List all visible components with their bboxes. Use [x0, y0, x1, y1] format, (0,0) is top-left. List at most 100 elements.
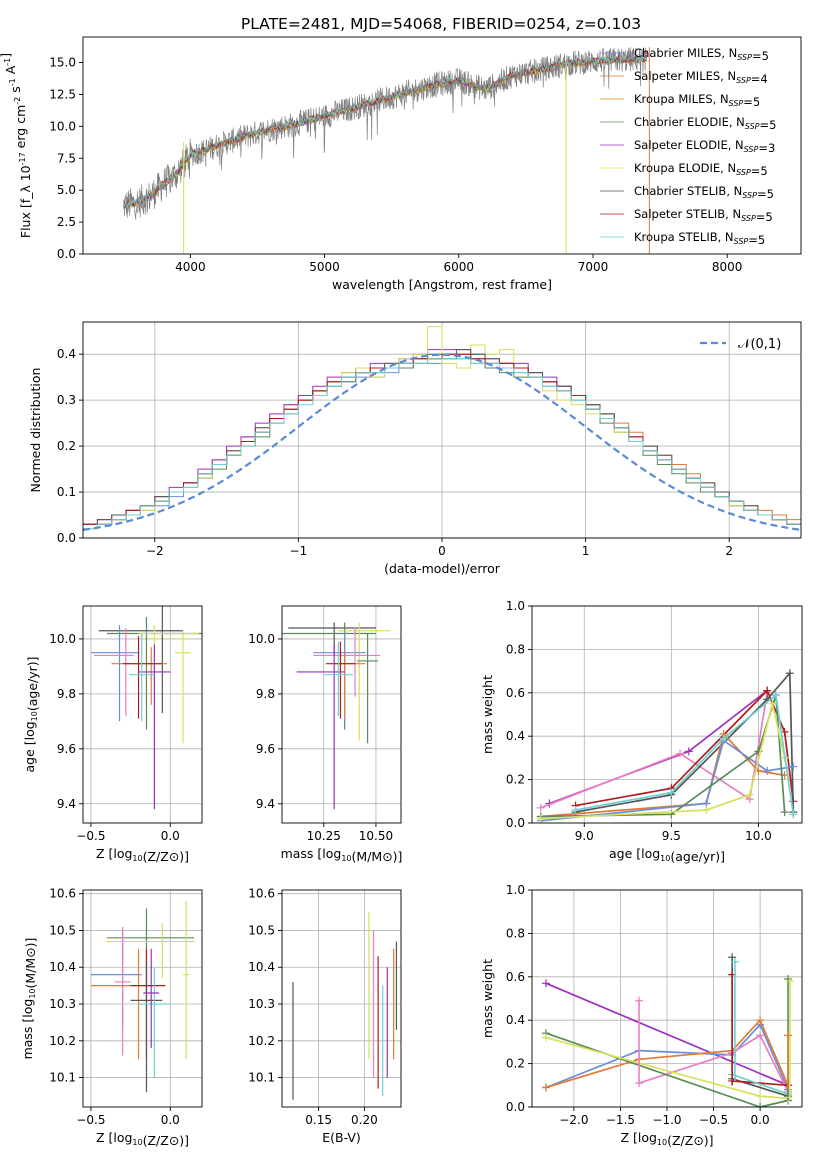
panel-weight_vs_age: 9.0 9.5 10.0 0.0 0.2 0.4 0.6 0.8 1.0 age [log10(a… [480, 599, 803, 864]
label-part: =5 [751, 164, 768, 178]
x-tick-label: 7000 [578, 260, 609, 274]
y-axis-label: Normed distribution [28, 368, 43, 493]
x-tick-label: 2 [725, 544, 733, 558]
y-axis-label: mass weight [480, 959, 495, 1038]
y-tick-label: 9.8 [57, 687, 76, 701]
weight-marker [728, 953, 737, 962]
label-part: =5 [760, 118, 777, 132]
label-part: s [8, 86, 23, 97]
plot-area [536, 669, 798, 823]
label-sub: 10 [657, 1138, 667, 1147]
y-tick-label: 9.6 [256, 742, 275, 756]
y-tick-label: 10.3 [248, 997, 275, 1011]
legend-label: Salpeter STELIB, NSSP=5 [634, 207, 773, 224]
y-axis-label: Flux [f_λ 10-17 erg cm-2 s-1 A-1] [0, 53, 33, 238]
label-part: (age/yr)] [670, 849, 725, 864]
label-part: Chabrier MILES, N [634, 46, 737, 60]
label-part: Flux [f_λ 10 [18, 165, 33, 238]
weight-marker [756, 1103, 765, 1107]
weight-line [638, 1034, 789, 1093]
x-tick-label: 10.50 [359, 829, 393, 843]
x-tick-label: 0.15 [305, 1113, 332, 1127]
x-tick-label: −1.5 [606, 1113, 635, 1127]
x-tick-label: 4000 [175, 260, 206, 274]
label-part: age [ [22, 740, 37, 772]
x-tick-label: 5000 [309, 260, 340, 274]
legend-label: Kroupa ELODIE, NSSP=5 [634, 161, 768, 178]
label-sub: 10 [132, 1138, 142, 1147]
plot-area [90, 606, 202, 810]
weight-marker [768, 699, 777, 708]
label-sub: SSP [745, 122, 760, 131]
label-sub: SSP [742, 191, 757, 200]
weight-marker [745, 790, 754, 799]
label-part: log [641, 846, 660, 861]
y-tick-label: 10.4 [248, 960, 275, 974]
label-part: log [22, 721, 37, 740]
y-tick-label: 10.6 [248, 887, 275, 901]
label-part: mass weight [480, 675, 495, 754]
x-axis-label: age [log10(age/yr)] [609, 846, 725, 864]
plot-area [541, 953, 794, 1107]
label-part: (M/M⊙)] [23, 938, 38, 989]
weight-marker [635, 996, 644, 1005]
y-tick-label: 10.2 [248, 1034, 275, 1048]
x-tick-label: 10.0 [745, 829, 772, 843]
panel-age_vs_Z: −0.5 0.09.49.69.810.0Z [log10(Z/Z⊙)]age [… [22, 605, 203, 864]
axes-frame [82, 36, 802, 255]
panels: 4000 5000 6000 7000 80000.02.55.07.510.012.5… [0, 36, 803, 1148]
label-part: (Z/Z⊙)] [143, 1133, 189, 1148]
label-part: mass weight [480, 959, 495, 1038]
y-tick-label: 10.5 [49, 923, 76, 937]
x-tick-label: −2.0 [559, 1113, 588, 1127]
label-part: log [113, 846, 132, 861]
weight-marker [676, 749, 685, 758]
weight-marker [541, 979, 550, 988]
label-sub: 10 [30, 711, 39, 721]
label-sub: SSP [734, 237, 749, 246]
label-part: =5 [756, 210, 773, 224]
y-tick-label: 10.0 [248, 632, 275, 646]
label-part: =5 [752, 49, 769, 63]
legend-label-gaussian: 𝒩(0,1) [738, 337, 781, 352]
x-axis-label: Z [log10(Z/Z⊙)] [620, 1130, 713, 1148]
x-tick-label: 0.20 [351, 1113, 378, 1127]
y-tick-label: 10.3 [49, 997, 76, 1011]
y-tick-label: 5.0 [57, 183, 76, 197]
legend-label: Kroupa STELIB, NSSP=5 [634, 230, 765, 247]
y-tick-label: 10.0 [49, 119, 76, 133]
weight-marker [541, 1083, 550, 1092]
weight-line [540, 692, 769, 809]
axes-frame [82, 605, 203, 824]
x-tick-label: 10.25 [307, 829, 341, 843]
legend-label: Chabrier MILES, NSSP=5 [634, 46, 769, 63]
y-tick-label: 0.0 [57, 247, 76, 261]
y-tick-label: 0.2 [57, 439, 76, 453]
y-tick-label: 9.4 [57, 797, 76, 811]
label-part: Salpeter ELODIE, N [634, 138, 744, 152]
weight-marker [702, 805, 711, 814]
label-part: ] [0, 53, 13, 58]
label-part: (Z/Z⊙)] [143, 849, 189, 864]
label-sub: 10 [28, 988, 37, 998]
label-part: log [113, 1130, 132, 1145]
y-tick-label: 10.6 [49, 887, 76, 901]
axes-frame [281, 889, 402, 1108]
panel-mass_vs_ebv: 0.15 0.20 10.1 10.2 10.3 10.4 10.5 10.6 E(B-V) [248, 887, 402, 1145]
axes-frame [531, 605, 803, 824]
weight-marker [789, 810, 798, 819]
x-tick-label: 6000 [444, 260, 475, 274]
y-tick-label: 0.4 [57, 347, 76, 361]
label-part: Kroupa STELIB, N [634, 230, 734, 244]
label-part: erg cm [13, 105, 28, 153]
weight-marker [684, 747, 693, 756]
legend-label: Chabrier STELIB, NSSP=5 [634, 184, 774, 201]
y-tick-label: 0.0 [506, 1100, 525, 1114]
panel-residual_hist: −2 −1 0 1 2 0.0 0.1 0.2 0.3 0.4 (data-model)/error… [28, 321, 802, 576]
label-part: wavelength [Angstrom, rest frame] [332, 277, 552, 292]
label-part: Z [ [96, 846, 113, 861]
weight-line [731, 1073, 789, 1095]
label-sub: 10 [132, 854, 142, 863]
label-part: Z [ [96, 1130, 113, 1145]
y-tick-label: 0.4 [506, 1013, 525, 1027]
